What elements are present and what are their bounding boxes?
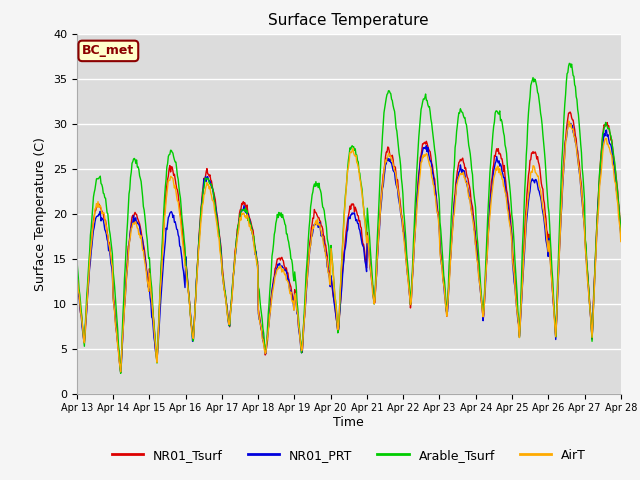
NR01_PRT [73,277,81,283]
NR01_PRT [567,120,575,126]
Arable_Tsurf [223,311,231,316]
Line: AirT: AirT [77,121,621,372]
Arable_Tsurf [431,153,439,158]
NR01_Tsurf [617,228,625,234]
X-axis label: Time: Time [333,416,364,429]
NR01_PRT [416,167,424,173]
Arable_Tsurf [83,295,90,300]
NR01_Tsurf [195,242,202,248]
AirT [117,369,125,375]
AirT [416,176,424,181]
AirT [195,247,202,252]
AirT [564,118,572,124]
NR01_Tsurf [73,268,81,274]
AirT [140,248,147,253]
NR01_Tsurf [566,109,574,115]
Arable_Tsurf [117,371,125,376]
NR01_PRT [431,188,439,194]
AirT [431,193,439,199]
NR01_PRT [83,309,90,315]
NR01_PRT [117,370,125,375]
NR01_PRT [195,241,202,247]
AirT [617,239,625,244]
Arable_Tsurf [566,60,573,66]
Line: NR01_Tsurf: NR01_Tsurf [77,112,621,372]
NR01_Tsurf [117,369,125,375]
Title: Surface Temperature: Surface Temperature [269,13,429,28]
Arable_Tsurf [617,230,625,236]
AirT [73,271,81,277]
AirT [83,304,90,310]
Arable_Tsurf [140,204,147,209]
Line: NR01_PRT: NR01_PRT [77,123,621,372]
Y-axis label: Surface Temperature (C): Surface Temperature (C) [35,137,47,290]
NR01_PRT [223,310,231,316]
NR01_PRT [140,246,147,252]
NR01_Tsurf [140,242,147,248]
Arable_Tsurf [73,255,81,261]
Legend: NR01_Tsurf, NR01_PRT, Arable_Tsurf, AirT: NR01_Tsurf, NR01_PRT, Arable_Tsurf, AirT [106,444,591,467]
Arable_Tsurf [195,243,202,249]
Arable_Tsurf [416,125,424,131]
NR01_Tsurf [223,307,231,313]
Line: Arable_Tsurf: Arable_Tsurf [77,63,621,373]
Text: BC_met: BC_met [82,44,134,58]
NR01_PRT [617,232,625,238]
NR01_Tsurf [431,186,439,192]
AirT [223,312,231,318]
NR01_Tsurf [83,306,90,312]
NR01_Tsurf [416,165,424,171]
